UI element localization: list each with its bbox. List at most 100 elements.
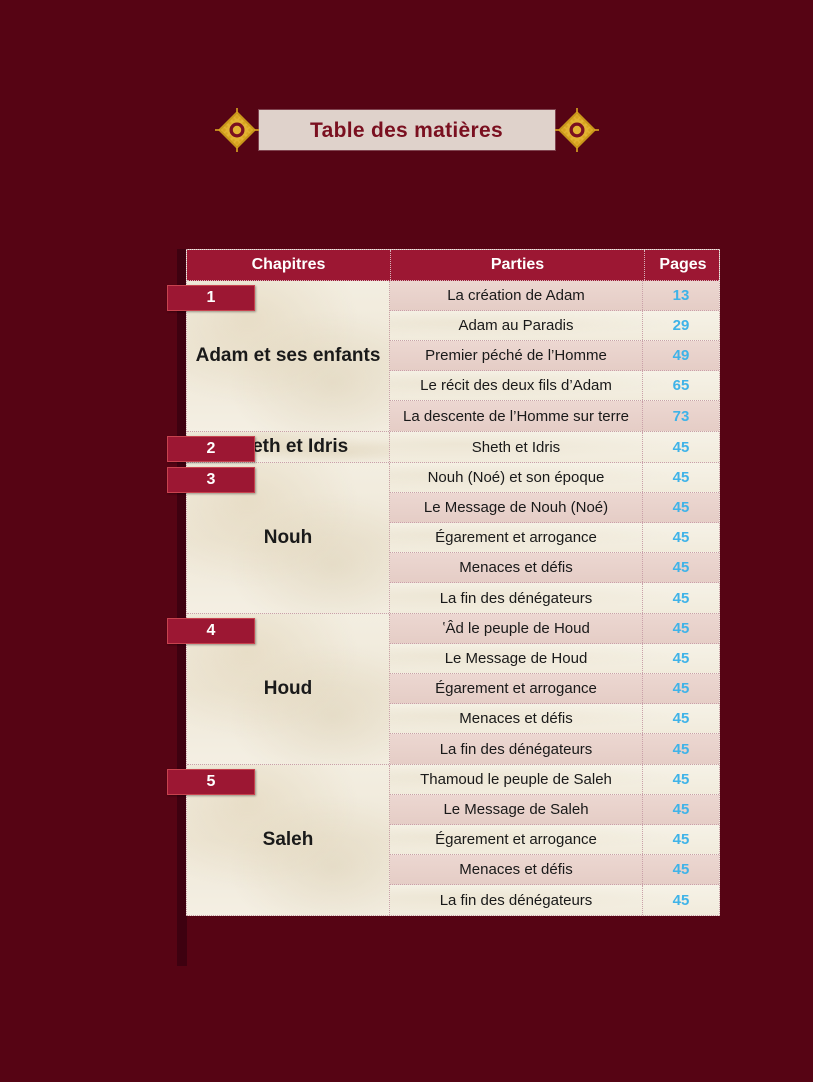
table-row[interactable]: Le Message de Saleh 45 [390,795,719,825]
part-title[interactable]: Menaces et défis [390,553,643,582]
part-title[interactable]: Menaces et défis [390,704,643,733]
part-page-number[interactable]: 45 [672,740,690,758]
part-title[interactable]: La fin des dénégateurs [390,734,643,764]
chapter-title[interactable]: Sheth et Idris [227,436,349,458]
part-page-number[interactable]: 45 [672,801,690,818]
chapter-block: 5 Saleh Thamoud le peuple de Saleh 45 Le Mes… [167,765,719,915]
part-title[interactable]: Égarement et arrogance [390,523,643,552]
parts-column: Sheth et Idris 45 [390,432,719,462]
part-title[interactable]: Égarement et arrogance [390,825,643,854]
table-row[interactable]: Sheth et Idris 45 [390,432,719,462]
column-header-pages: Pages [659,256,707,273]
part-page-number[interactable]: 45 [672,710,690,727]
part-page-number[interactable]: 45 [672,529,690,546]
chapters-container: 1 Adam et ses enfants La création de Adam 1… [167,281,719,915]
part-page-number[interactable]: 73 [672,407,690,425]
title-plate: Table des matières [258,110,555,150]
part-page-number[interactable]: 45 [672,438,690,456]
table-row[interactable]: La fin des dénégateurs 45 [390,734,719,764]
table-row[interactable]: Adam au Paradis 29 [390,311,719,341]
table-row[interactable]: La création de Adam 13 [390,281,719,311]
table-row[interactable]: Nouh (Noé) et son époque 45 [390,463,719,493]
part-title[interactable]: Premier péché de l’Homme [390,341,643,370]
part-page-number[interactable]: 49 [672,347,690,364]
table-row[interactable]: Égarement et arrogance 45 [390,523,719,553]
part-page-number[interactable]: 45 [672,469,690,486]
part-title[interactable]: La fin des dénégateurs [390,885,643,915]
column-header-parts: Parties [391,250,645,280]
chapter-title[interactable]: Houd [263,678,313,700]
chapter-cell: 5 Saleh [167,765,390,915]
part-page-number[interactable]: 45 [672,861,690,878]
parts-column: Thamoud le peuple de Saleh 45 Le Message d… [390,765,719,915]
table-row[interactable]: La fin des dénégateurs 45 [390,885,719,915]
chapter-cell: 1 Adam et ses enfants [167,281,390,431]
chapter-title[interactable]: Saleh [262,829,314,851]
table-row[interactable]: Égarement et arrogance 45 [390,825,719,855]
part-title[interactable]: Le Message de Nouh (Noé) [390,493,643,522]
chapter-number-badge: 2 [167,436,255,462]
part-title[interactable]: Le Message de Houd [390,644,643,673]
table-row[interactable]: Menaces et défis 45 [390,855,719,885]
part-page-number[interactable]: 45 [672,831,690,848]
part-title[interactable]: Nouh (Noé) et son époque [390,463,643,492]
chapter-cell: 2 Sheth et Idris [167,432,390,462]
chapter-block: 3 Nouh Nouh (Noé) et son époque 45 Le Messag… [167,463,719,614]
part-page-number[interactable]: 29 [672,317,690,334]
part-page-number[interactable]: 45 [672,499,690,516]
parts-column: La création de Adam 13 Adam au Paradis 29 Pr… [390,281,719,431]
page-title: Table des matières [310,118,503,142]
part-page-number[interactable]: 45 [672,650,690,667]
table-left-gutter [177,249,187,966]
table-row[interactable]: Le Message de Nouh (Noé) 45 [390,493,719,523]
chapter-block: 2 Sheth et Idris Sheth et Idris 45 [167,432,719,463]
chapter-number-badge: 5 [167,769,255,795]
part-page-number[interactable]: 13 [672,287,690,304]
chapter-title[interactable]: Nouh [263,527,313,549]
parts-column: Nouh (Noé) et son époque 45 Le Message de … [390,463,719,613]
parts-column: ʽÂd le peuple de Houd 45 Le Message de Hou… [390,614,719,764]
part-page-number[interactable]: 45 [672,891,690,909]
chapter-cell: 3 Nouh [167,463,390,613]
part-page-number[interactable]: 45 [672,771,690,788]
column-header-chapters: Chapitres [187,250,391,280]
table-row[interactable]: Le Message de Houd 45 [390,644,719,674]
table-row[interactable]: Premier péché de l’Homme 49 [390,341,719,371]
chapter-number-badge: 1 [167,285,255,311]
table-header-row: Chapitres Parties Pages [187,250,719,281]
part-title[interactable]: La descente de l’Homme sur terre [390,401,643,431]
chapter-block: 1 Adam et ses enfants La création de Adam 1… [167,281,719,432]
part-title[interactable]: Égarement et arrogance [390,674,643,703]
table-row[interactable]: Menaces et défis 45 [390,553,719,583]
diamond-ornament-left [214,108,259,152]
chapter-cell: 4 Houd [167,614,390,764]
title-banner: Table des matières [0,104,813,156]
chapter-block: 4 Houd ʽÂd le peuple de Houd 45 Le Message d… [167,614,719,765]
table-row[interactable]: Menaces et défis 45 [390,704,719,734]
table-row[interactable]: Le récit des deux fils d’Adam 65 [390,371,719,401]
table-row[interactable]: Thamoud le peuple de Saleh 45 [390,765,719,795]
part-page-number[interactable]: 65 [672,377,690,394]
chapter-number-badge: 3 [167,467,255,493]
part-page-number[interactable]: 45 [672,589,690,607]
table-row[interactable]: Égarement et arrogance 45 [390,674,719,704]
part-page-number[interactable]: 45 [672,680,690,697]
part-title[interactable]: Sheth et Idris [390,432,643,462]
part-title[interactable]: Le Message de Saleh [390,795,643,824]
part-title[interactable]: Thamoud le peuple de Saleh [390,765,643,794]
part-page-number[interactable]: 45 [672,559,690,576]
part-title[interactable]: Le récit des deux fils d’Adam [390,371,643,400]
part-title[interactable]: ʽÂd le peuple de Houd [390,614,643,643]
table-row[interactable]: ʽÂd le peuple de Houd 45 [390,614,719,644]
part-title[interactable]: Adam au Paradis [390,311,643,340]
part-title[interactable]: La création de Adam [390,281,643,310]
table-of-contents: Chapitres Parties Pages 1 Adam et ses enf… [167,249,720,916]
part-page-number[interactable]: 45 [672,620,690,637]
part-title[interactable]: Menaces et défis [390,855,643,884]
part-title[interactable]: La fin des dénégateurs [390,583,643,613]
table-row[interactable]: La descente de l’Homme sur terre 73 [390,401,719,431]
diamond-ornament-right [554,108,599,152]
chapter-title[interactable]: Adam et ses enfants [195,345,381,367]
chapter-number-badge: 4 [167,618,255,644]
table-row[interactable]: La fin des dénégateurs 45 [390,583,719,613]
